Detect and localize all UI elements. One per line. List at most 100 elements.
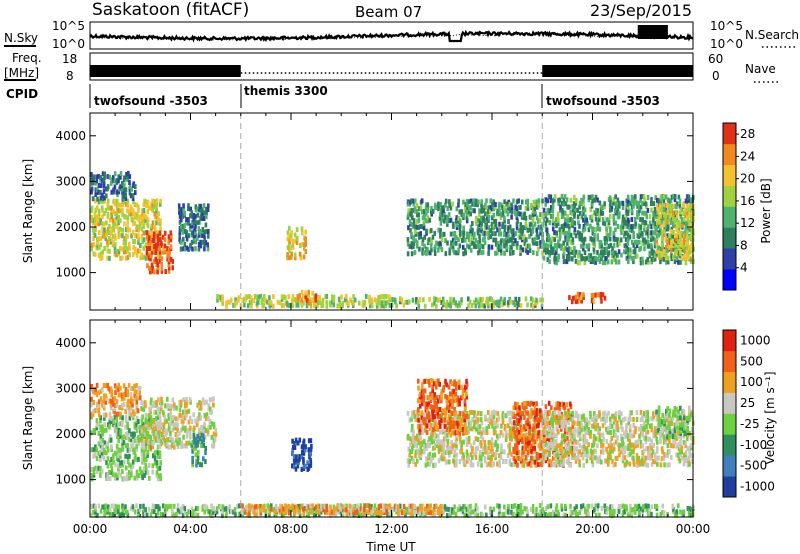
data-cell [469,247,473,253]
data-cell [366,509,370,515]
data-cell [458,243,462,249]
data-cell [410,212,413,218]
data-cell [185,440,188,446]
data-cell [452,417,455,423]
data-cell [562,247,565,253]
data-cell [436,414,440,420]
data-cell [435,395,438,401]
data-cell [621,205,625,210]
data-cell [221,294,224,300]
data-cell [206,242,209,248]
data-cell [675,204,678,210]
data-cell [94,444,97,450]
data-cell [609,504,612,510]
data-cell [373,509,377,515]
data-cell [478,453,482,458]
data-cell [108,418,112,424]
data-cell [481,446,485,452]
data-cell [650,230,653,236]
data-cell [562,227,565,233]
data-cell [293,464,296,470]
data-cell [553,237,556,243]
data-cell [259,510,263,516]
data-cell [97,173,100,179]
data-cell [627,236,630,242]
data-cell [430,238,433,244]
data-cell [96,196,99,202]
data-cell [478,303,481,309]
data-cell [646,227,649,232]
data-cell [637,233,640,239]
data-cell [95,447,99,453]
data-cell [458,227,462,233]
data-cell [472,198,476,204]
data-cell [138,214,142,220]
data-cell [255,510,258,516]
data-cell [610,513,614,519]
data-cell [508,426,512,431]
data-cell [508,449,511,455]
data-cell [142,224,145,229]
data-cell [519,234,522,240]
data-cell [99,449,102,455]
data-cell [641,201,644,207]
data-cell [530,296,533,302]
data-cell [120,460,124,466]
data-cell [526,227,530,233]
data-cell [149,249,153,255]
data-cell [428,451,432,457]
data-cell [216,297,219,303]
data-cell [411,423,414,429]
data-cell [648,250,651,256]
data-cell [133,475,136,481]
data-cell [621,214,625,220]
data-cell [496,299,499,305]
data-cell [140,431,144,437]
data-cell [619,237,623,243]
data-cell [97,252,101,258]
data-cell [169,435,172,441]
data-cell [666,241,669,247]
data-cell [434,462,437,468]
data-cell [106,473,109,479]
data-cell [431,404,434,410]
data-cell [178,209,181,215]
data-cell [573,226,577,232]
data-cell [497,202,501,207]
data-cell [163,237,167,243]
data-cell [485,221,488,227]
data-cell [476,417,480,423]
data-cell [514,439,518,445]
data-cell [626,204,630,210]
noise-sky-line [89,29,694,43]
data-cell [541,250,544,256]
data-cell [589,256,593,262]
data-cell [294,297,298,303]
data-cell [657,251,661,257]
data-cell [593,237,596,243]
data-cell [101,198,105,204]
data-cell [434,202,437,208]
data-cell [687,509,691,515]
data-cell [167,247,171,253]
data-cell [152,234,156,240]
data-cell [169,244,173,250]
data-cell [141,437,144,443]
data-cell [126,198,130,204]
data-cell [488,420,492,425]
data-cell [494,450,498,455]
data-cell [194,204,198,210]
data-cell [151,268,155,274]
data-cell [476,240,480,246]
data-cell [433,416,437,422]
data-cell [449,244,453,250]
data-cell [644,211,648,217]
data-cell [90,414,93,420]
data-cell [144,443,147,449]
data-cell [566,204,569,210]
data-cell [681,239,684,245]
data-cell [610,509,614,515]
data-cell [195,422,199,428]
data-cell [262,294,266,299]
data-cell [635,243,639,248]
